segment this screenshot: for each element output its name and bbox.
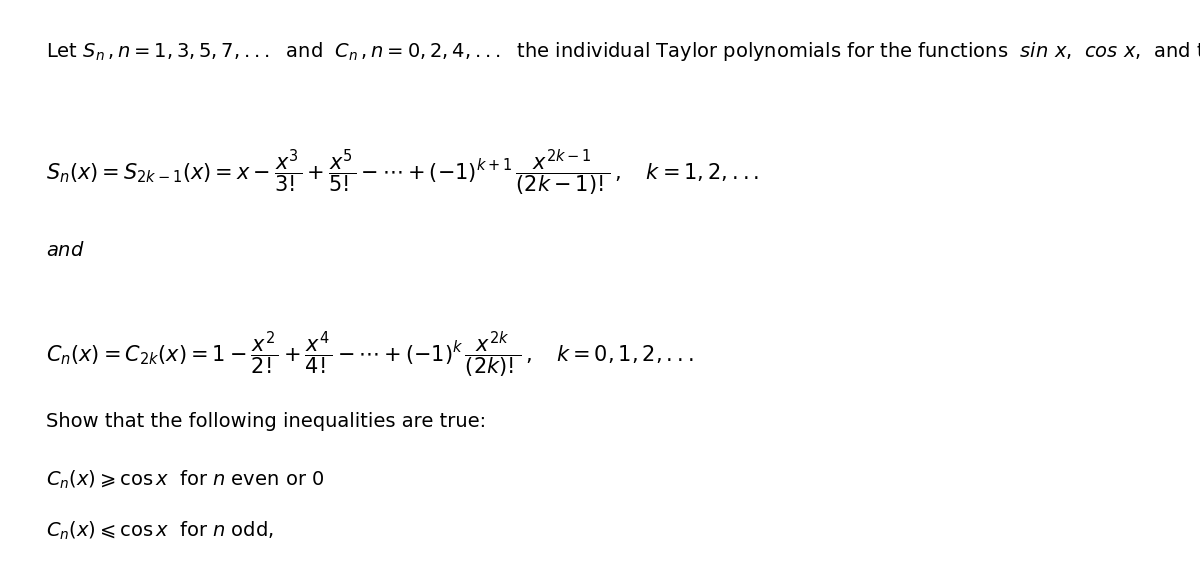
Text: $\mathit{and}$: $\mathit{and}$	[46, 241, 84, 260]
Text: $S_n(x)=S_{2k-1}(x)=x-\dfrac{x^3}{3!}+\dfrac{x^5}{5!}-\cdots+(-1)^{k+1}\,\dfrac{: $S_n(x)=S_{2k-1}(x)=x-\dfrac{x^3}{3!}+\d…	[46, 148, 758, 198]
Text: $C_n(x)=C_{2k}(x)=1-\dfrac{x^2}{2!}+\dfrac{x^4}{4!}-\cdots+(-1)^{k}\,\dfrac{x^{2: $C_n(x)=C_{2k}(x)=1-\dfrac{x^2}{2!}+\dfr…	[46, 329, 694, 380]
Text: Show that the following inequalities are true:: Show that the following inequalities are…	[46, 412, 486, 431]
Text: $C_n(x)\leqslant\cos x$  for $n$ odd,: $C_n(x)\leqslant\cos x$ for $n$ odd,	[46, 520, 274, 542]
Text: $C_n(x)\geqslant\cos x$  for $n$ even or 0: $C_n(x)\geqslant\cos x$ for $n$ even or …	[46, 469, 324, 491]
Text: Let $S_n\,,n=1,3,5,7,...$  and  $C_n\,,n=0,2,4,...$  the individual Taylor polyn: Let $S_n\,,n=1,3,5,7,...$ and $C_n\,,n=0…	[46, 40, 1200, 62]
